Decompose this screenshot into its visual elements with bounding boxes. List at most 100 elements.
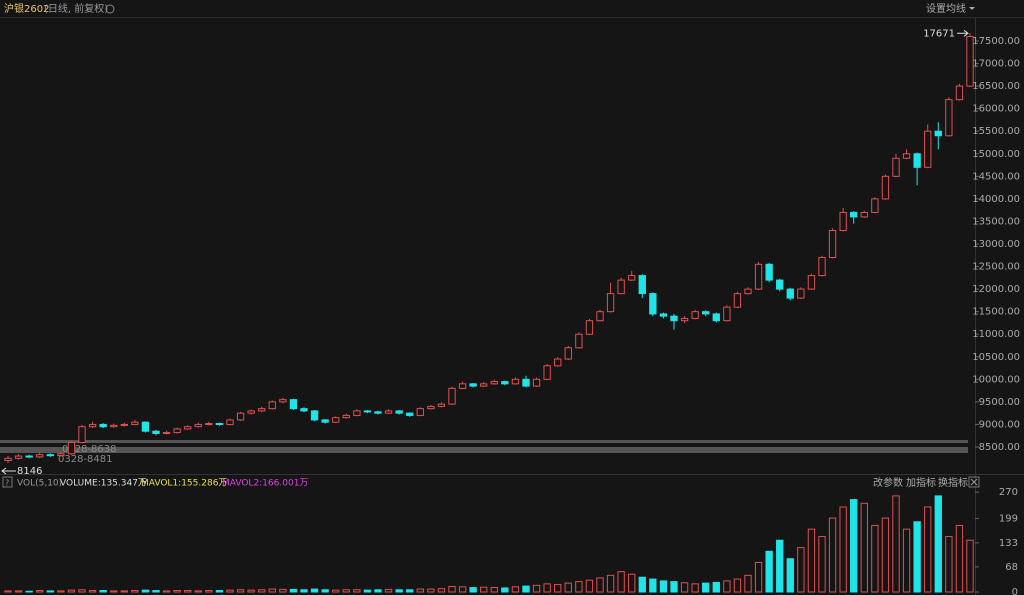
volume-bar	[955, 524, 964, 593]
candle-body	[871, 198, 879, 213]
volume-bar	[469, 587, 477, 593]
candle-body	[554, 358, 562, 367]
y-tick-label: 8500.00	[979, 442, 1020, 453]
volume-bar	[406, 589, 414, 593]
y-tick-label: 10500.00	[972, 352, 1020, 363]
button[interactable]: 改参数	[873, 476, 903, 489]
candle-body	[955, 85, 964, 101]
volume-bar	[575, 581, 583, 593]
candle-body	[67, 441, 76, 455]
period-label: (日线, 前复权)	[44, 2, 108, 15]
candle-body	[57, 453, 65, 457]
candle-body	[469, 383, 477, 387]
candle-body	[934, 130, 942, 137]
candle-body	[924, 130, 932, 168]
mavol1-readout: MAVOL1:155.286万	[141, 479, 227, 489]
candle-body	[765, 263, 773, 281]
volume-bar	[934, 495, 942, 593]
volume-bar	[754, 561, 763, 593]
candle-body	[332, 417, 340, 423]
candle-body	[268, 401, 276, 410]
volume-bar	[490, 587, 498, 593]
volume-bar	[850, 499, 858, 593]
volume-bar	[649, 578, 657, 593]
candle-body	[649, 293, 657, 315]
candle-body	[511, 378, 520, 385]
volume-bar	[4, 590, 12, 593]
candle-body	[670, 315, 678, 322]
volume-bar	[744, 574, 752, 593]
volume-bar	[289, 588, 298, 593]
volume-bar	[902, 528, 911, 593]
volume-bar	[194, 590, 202, 593]
help-text: ?	[5, 479, 9, 488]
volume-bar	[511, 586, 520, 593]
candle-body	[88, 423, 97, 428]
candle-body	[25, 455, 33, 458]
volume-bar	[881, 517, 890, 593]
high-label: 17671	[923, 28, 955, 39]
candle-body	[194, 423, 202, 428]
candle-body	[860, 211, 868, 218]
button[interactable]: 换指标	[938, 476, 968, 489]
candle-body	[152, 430, 160, 434]
candle-body	[480, 383, 488, 387]
help-icon[interactable]	[2, 476, 13, 488]
volume-bar	[797, 547, 805, 593]
candle-body	[395, 410, 403, 414]
candle-body	[702, 311, 710, 315]
volume-bar	[395, 589, 403, 593]
volume-bar	[300, 589, 308, 593]
volume-bar	[67, 589, 76, 593]
candle-body	[628, 275, 636, 281]
volume-bar	[363, 589, 372, 593]
candle-body	[659, 313, 668, 317]
candle-body	[913, 153, 921, 168]
volume-y-tick-label: 0	[1012, 587, 1018, 595]
close-button[interactable]	[968, 476, 980, 488]
candle-body	[279, 399, 287, 403]
band-annotation: 0328-8481	[58, 454, 113, 465]
volume-bar	[596, 577, 604, 593]
volume-bar	[966, 539, 974, 593]
candle-body	[78, 426, 86, 443]
candle-body	[406, 412, 414, 416]
volume-bar	[205, 590, 213, 593]
candle-body	[374, 411, 382, 414]
volume-bar	[99, 590, 107, 593]
ma-settings[interactable]: 设置均线	[926, 2, 966, 15]
volume-bar	[659, 580, 668, 593]
volume-bar	[554, 584, 562, 593]
candle-body	[141, 421, 150, 432]
settings-icon[interactable]	[105, 4, 115, 14]
volume-bar	[945, 536, 953, 593]
y-tick-label: 16000.00	[972, 104, 1020, 115]
volume-bar	[226, 589, 234, 593]
candle-body	[321, 419, 329, 423]
volume-bar	[14, 590, 23, 593]
button[interactable]: 加指标	[906, 476, 936, 489]
candle-body	[543, 365, 551, 380]
candle-body	[733, 293, 742, 308]
volume-bar	[501, 587, 509, 593]
candle-body	[110, 424, 118, 428]
volume-y-tick-label: 68	[1005, 562, 1018, 573]
y-tick-label: 13000.00	[972, 239, 1020, 250]
volume-bar	[702, 582, 710, 593]
volume-bar	[88, 590, 97, 593]
volume-bar	[247, 589, 255, 593]
volume-bar	[437, 588, 446, 593]
candle-body	[712, 313, 720, 322]
candle-body	[850, 211, 858, 218]
volume-bar	[860, 502, 868, 593]
instrument-title: 沪银2602	[4, 2, 49, 15]
candle-body	[522, 378, 530, 387]
volume-bar	[638, 576, 646, 593]
band-annotation: 0828-8638	[62, 444, 117, 455]
y-tick-label: 11000.00	[972, 329, 1020, 340]
volume-bar	[268, 588, 276, 593]
candle-body	[638, 275, 646, 295]
price-band	[0, 447, 968, 453]
volume-bar	[215, 590, 224, 593]
